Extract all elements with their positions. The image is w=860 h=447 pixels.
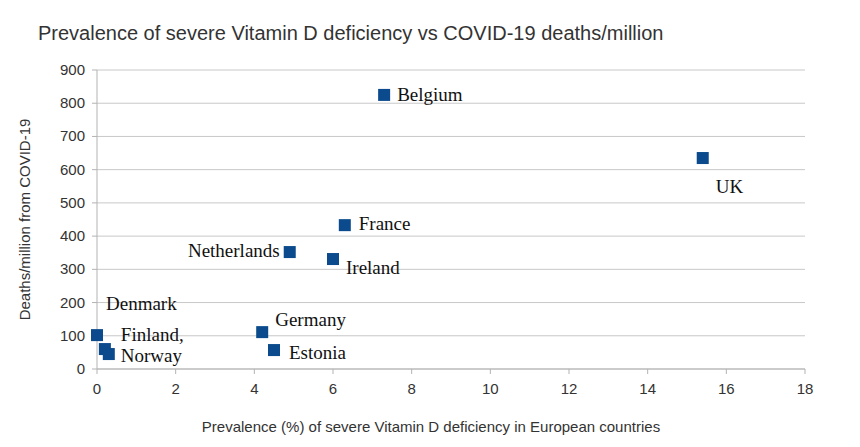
grid-line: [97, 269, 805, 270]
point-label: Denmark: [106, 293, 177, 314]
tick-label: 100: [60, 327, 85, 344]
tick-label: 16: [718, 380, 735, 397]
tick-label: 18: [797, 380, 814, 397]
tick-label: 500: [60, 194, 85, 211]
tick-label: 12: [561, 380, 578, 397]
tick-mark: [254, 369, 255, 374]
point: [697, 152, 709, 164]
grid-line: [97, 236, 805, 237]
tick-mark: [92, 202, 97, 203]
tick-label: 0: [93, 380, 101, 397]
grid-line: [97, 335, 805, 336]
tick-mark: [726, 369, 727, 374]
point-label: Estonia: [289, 342, 347, 363]
point: [339, 219, 351, 231]
tick-mark: [411, 369, 412, 374]
point: [91, 329, 103, 341]
tick-label: 700: [60, 127, 85, 144]
tick-mark: [92, 70, 97, 71]
point: [268, 344, 280, 356]
tick-label: 8: [407, 380, 415, 397]
point-label: Belgium: [397, 84, 463, 105]
points: [91, 89, 709, 360]
point-label: France: [359, 213, 411, 234]
tick-label: 14: [639, 380, 656, 397]
tick-mark: [92, 236, 97, 237]
grid-line: [97, 136, 805, 137]
tick-label: 6: [329, 380, 337, 397]
point: [327, 253, 339, 265]
tick-mark: [92, 169, 97, 170]
grid-line: [97, 369, 805, 370]
point-label: Ireland: [346, 257, 400, 278]
tick-mark: [647, 369, 648, 374]
tick-label: 900: [60, 61, 85, 78]
tick-label: 300: [60, 260, 85, 277]
grid-line: [97, 302, 805, 303]
tick-mark: [97, 369, 98, 374]
point-label: Finland,: [121, 324, 184, 345]
tick-label: 600: [60, 161, 85, 178]
chart: Prevalence of severe Vitamin D deficienc…: [0, 0, 860, 447]
point: [256, 326, 268, 338]
grid-line: [97, 202, 805, 203]
tick-label: 800: [60, 94, 85, 111]
point-label: Netherlands: [188, 240, 280, 261]
tick-mark: [92, 302, 97, 303]
point-label: Germany: [275, 309, 346, 330]
tick-mark: [92, 269, 97, 270]
tick-label: 4: [250, 380, 258, 397]
tick-label: 2: [171, 380, 179, 397]
point: [378, 89, 390, 101]
tick-label: 400: [60, 227, 85, 244]
tick-mark: [569, 369, 570, 374]
point: [103, 348, 115, 360]
point-label: Norway: [121, 345, 183, 366]
title: Prevalence of severe Vitamin D deficienc…: [38, 22, 663, 44]
point-label: UK: [716, 176, 744, 197]
tick-mark: [175, 369, 176, 374]
tick-label: 0: [77, 360, 85, 377]
grid-line: [97, 169, 805, 170]
x-axis-label: Prevalence (%) of severe Vitamin D defic…: [202, 418, 660, 435]
tick-label: 10: [482, 380, 499, 397]
tick-mark: [92, 103, 97, 104]
tick-mark: [92, 136, 97, 137]
grid-line: [97, 70, 805, 71]
point: [284, 246, 296, 258]
y-axis-label: Deaths/million from COVID-19: [16, 119, 33, 321]
tick-mark: [333, 369, 334, 374]
x-axis: [97, 369, 805, 370]
tick-mark: [92, 369, 97, 370]
tick-mark: [490, 369, 491, 374]
y-axis: [97, 70, 98, 369]
tick-label: 200: [60, 294, 85, 311]
tick-mark: [805, 369, 806, 374]
